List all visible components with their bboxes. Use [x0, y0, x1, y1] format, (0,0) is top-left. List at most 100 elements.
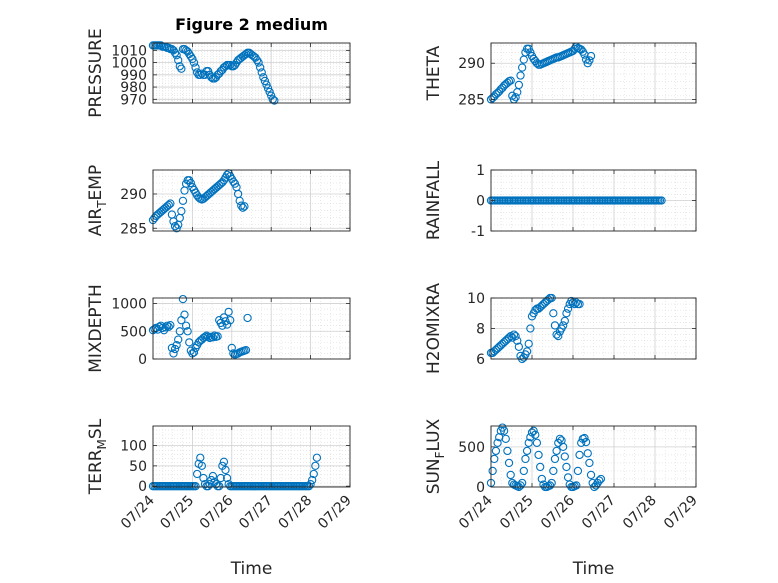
- data-point: [580, 433, 589, 443]
- data-point: [189, 58, 199, 67]
- data-point: [524, 339, 533, 348]
- data-point: [221, 465, 230, 475]
- data-point: [563, 473, 573, 482]
- data-point: [265, 87, 274, 97]
- y-tick-label: 285: [458, 92, 485, 108]
- y-tick-label: 990: [120, 68, 147, 84]
- data-point: [501, 434, 510, 443]
- y-tick-label: 0: [476, 480, 485, 496]
- data-point: [581, 437, 591, 447]
- data-point: [150, 324, 159, 334]
- data-point: [506, 76, 515, 85]
- data-point: [240, 202, 249, 211]
- data-point: [506, 470, 515, 480]
- data-point: [562, 309, 571, 318]
- data-point: [586, 470, 596, 480]
- data-point: [257, 68, 266, 77]
- data-point: [516, 71, 525, 80]
- x-tick-label: 07/26: [538, 492, 578, 532]
- data-point: [172, 340, 181, 350]
- y-tick-label: 290: [458, 56, 485, 72]
- data-point: [504, 458, 514, 468]
- data-point: [174, 55, 183, 65]
- data-point: [519, 466, 528, 476]
- y-axis-label: RAINFALL: [424, 160, 444, 240]
- data-point: [560, 452, 569, 461]
- data-point: [192, 469, 202, 479]
- y-tick-label: 290: [120, 187, 147, 203]
- x-tick-label: 07/25: [157, 493, 197, 533]
- data-point: [208, 471, 218, 481]
- y-tick-label: 8: [476, 322, 485, 338]
- axes-frame: [490, 425, 697, 488]
- data-point: [312, 453, 322, 462]
- data-point: [260, 76, 270, 86]
- data-point: [227, 343, 236, 353]
- data-point: [657, 196, 666, 205]
- y-axis-label: TERRMSL: [86, 418, 109, 495]
- data-point: [270, 96, 279, 105]
- data-point: [563, 304, 573, 313]
- axes-frame: [490, 42, 697, 104]
- data-point: [254, 58, 263, 67]
- data-point: [196, 70, 205, 79]
- y-tick-label: 500: [120, 324, 147, 340]
- data-point: [166, 199, 175, 208]
- data-point: [213, 332, 222, 341]
- data-point: [180, 186, 189, 195]
- data-point: [172, 51, 181, 60]
- data-point: [511, 93, 520, 102]
- data-point: [241, 345, 251, 355]
- x-tick-label: 07/29: [315, 493, 355, 533]
- data-point: [164, 322, 173, 331]
- subplot-6: 6 8 10 H2OMIXRA: [424, 283, 697, 374]
- data-point: [183, 327, 192, 336]
- y-tick-label: 10: [467, 291, 485, 307]
- subplot-8: 0 500 07/24 07/25 07/26 07/27 07/28 07/29 SUNFLU…: [424, 418, 701, 579]
- data-point: [583, 449, 592, 458]
- data-point: [262, 80, 271, 89]
- x-tick-label: 07/27: [236, 493, 276, 533]
- data-point: [549, 466, 558, 476]
- data-point: [222, 473, 232, 483]
- data-point: [177, 206, 186, 216]
- y-tick-label: 285: [120, 221, 147, 237]
- x-tick-label: 07/26: [197, 492, 237, 532]
- data-point: [586, 51, 596, 61]
- data-point: [210, 331, 219, 340]
- data-point: [185, 338, 194, 347]
- data-point: [560, 316, 569, 326]
- data-point: [559, 442, 568, 452]
- data-point: [491, 446, 501, 456]
- data-point: [219, 457, 229, 466]
- data-point: [175, 213, 184, 223]
- axes-frame: [152, 297, 351, 360]
- data-point: [256, 63, 265, 72]
- y-tick-label: 6: [476, 352, 485, 368]
- data-point: [529, 426, 538, 435]
- x-tick-label: 07/29: [661, 493, 701, 533]
- data-point: [169, 349, 178, 358]
- data-point: [526, 433, 535, 442]
- data-point: [200, 332, 210, 341]
- y-tick-label: 0: [476, 194, 485, 210]
- data-point: [531, 430, 540, 439]
- data-point: [514, 342, 524, 351]
- data-point: [514, 80, 524, 90]
- x-tick-label: 07/28: [276, 493, 316, 533]
- data-point: [534, 450, 543, 460]
- y-axis-label: PRESSURE: [86, 28, 106, 117]
- data-point: [178, 196, 188, 205]
- data-point: [570, 299, 579, 309]
- data-point: [170, 344, 180, 354]
- data-point: [585, 458, 594, 468]
- data-point: [175, 62, 184, 71]
- data-point: [224, 307, 233, 317]
- data-point: [216, 473, 225, 483]
- y-tick-label: 500: [458, 440, 485, 456]
- x-axis-label: Time: [230, 559, 273, 579]
- subplot-5: 0 500 1000 MIXDEPTH: [86, 284, 351, 373]
- data-point: [545, 481, 555, 490]
- data-point: [522, 347, 532, 356]
- data-point: [559, 321, 568, 330]
